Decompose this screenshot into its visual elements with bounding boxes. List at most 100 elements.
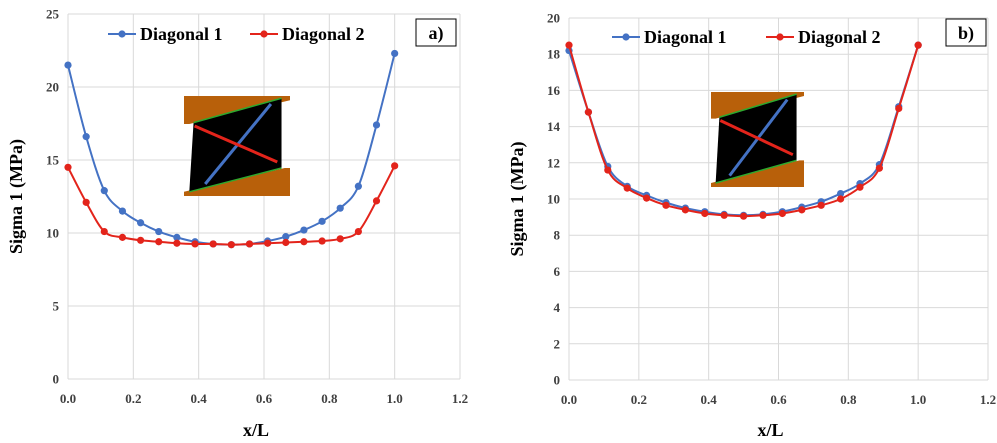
inset-top-edge <box>193 97 282 124</box>
legend-label-series-2: Diagonal 2 <box>282 24 365 44</box>
data-point-series-2 <box>391 162 399 170</box>
y-tick-label: 6 <box>554 264 561 279</box>
data-point-series-2 <box>300 238 308 246</box>
x-tick-label: 0.8 <box>321 391 338 406</box>
data-point-series-1 <box>354 182 362 190</box>
data-point-series-1 <box>318 217 326 225</box>
data-point-series-2 <box>354 227 362 236</box>
data-point-series-2 <box>681 206 689 214</box>
x-tick-label: 1.2 <box>452 391 468 406</box>
y-tick-label: 5 <box>53 299 60 314</box>
inset-bottom-edge <box>189 167 282 193</box>
data-point-series-2 <box>739 212 748 220</box>
y-tick-label: 25 <box>46 7 60 22</box>
data-point-series-2 <box>778 209 786 218</box>
specimen-inset-image <box>184 96 290 196</box>
data-point-series-2 <box>100 227 108 236</box>
x-tick-label: 0.0 <box>60 391 76 406</box>
y-tick-label: 8 <box>554 228 561 243</box>
data-point-series-2 <box>372 197 381 205</box>
legend-label-series-1: Diagonal 1 <box>140 24 223 44</box>
data-point-series-1 <box>372 121 381 129</box>
x-tick-label: 0.8 <box>840 392 857 407</box>
y-axis-label: Sigma 1 (MPa) <box>6 139 27 254</box>
data-point-series-2 <box>584 108 593 116</box>
data-point-series-1 <box>118 207 127 215</box>
data-point-series-2 <box>282 238 290 247</box>
data-point-series-2 <box>701 209 709 218</box>
inset-bottom-block <box>184 168 290 196</box>
x-tick-label: 0.4 <box>191 391 208 406</box>
x-axis-label: x/L <box>757 420 783 440</box>
data-point-series-2 <box>155 238 163 246</box>
inset-diagonal-2 <box>194 124 278 164</box>
data-point-series-1 <box>100 187 108 195</box>
data-point-series-1 <box>64 61 72 69</box>
x-tick-label: 1.0 <box>387 391 403 406</box>
y-axis-label: Sigma 1 (MPa) <box>507 142 528 257</box>
data-point-series-2 <box>565 41 573 49</box>
inset-diagonal-2 <box>719 119 794 157</box>
y-tick-label: 4 <box>554 300 561 315</box>
y-tick-label: 0 <box>554 373 561 388</box>
chart-panel-a: 0 5 10 15 20 25 0.0 0.2 0.4 0.6 0.8 1.0 1.2 x/L Sigma … <box>6 7 468 441</box>
x-tick-label: 0.6 <box>770 392 787 407</box>
chart-panel-b: 0 2 4 6 8 10 12 14 16 18 20 0.0 0.2 0.4 0.6 0.8 1.0 1.2 x/… <box>507 11 996 441</box>
panel-tag: b) <box>958 23 974 44</box>
legend-label-series-2: Diagonal 2 <box>798 27 881 47</box>
legend-marker-series-2 <box>776 33 784 41</box>
x-tick-label: 0.6 <box>256 391 273 406</box>
data-point-series-1 <box>836 189 845 198</box>
data-point-series-2 <box>264 239 272 247</box>
data-point-series-2 <box>245 240 254 248</box>
data-point-series-2 <box>856 183 864 191</box>
x-tick-label: 1.0 <box>910 392 926 407</box>
data-point-series-2 <box>336 235 344 243</box>
data-point-series-2 <box>318 237 326 245</box>
x-tick-label: 0.0 <box>561 392 577 407</box>
y-tick-label: 14 <box>547 119 561 134</box>
y-tick-label: 10 <box>547 192 560 207</box>
data-point-series-1 <box>300 226 308 234</box>
data-point-series-1 <box>336 204 344 212</box>
data-point-series-2 <box>82 198 90 206</box>
data-point-series-1 <box>136 219 145 227</box>
x-tick-label: 0.2 <box>631 392 647 407</box>
y-tick-label: 10 <box>46 226 59 241</box>
data-point-series-2 <box>623 184 631 192</box>
y-tick-label: 2 <box>554 336 561 351</box>
data-point-series-1 <box>173 233 181 241</box>
data-point-series-2 <box>720 211 728 219</box>
legend-label-series-1: Diagonal 1 <box>644 27 727 47</box>
panel-tag-box <box>945 18 987 47</box>
y-tick-label: 0 <box>53 372 60 387</box>
x-axis-label: x/L <box>243 420 269 440</box>
data-point-series-2 <box>836 195 845 203</box>
inset-bottom-block <box>711 160 804 187</box>
data-point-series-2 <box>759 211 767 219</box>
data-point-series-2 <box>798 206 806 214</box>
panel-tag: a) <box>429 23 444 44</box>
legend-marker-series-2 <box>260 30 268 38</box>
data-point-series-2 <box>118 233 127 241</box>
y-tick-label: 18 <box>547 47 561 62</box>
x-tick-label: 0.4 <box>701 392 718 407</box>
inset-bottom-edge <box>715 159 797 184</box>
data-point-series-1 <box>155 227 163 236</box>
y-tick-label: 16 <box>547 83 561 98</box>
data-point-series-2 <box>227 241 235 249</box>
inset-top-edge <box>719 93 797 118</box>
y-tick-label: 20 <box>46 80 59 95</box>
data-point-series-2 <box>895 104 903 113</box>
data-point-series-2 <box>191 240 199 248</box>
specimen-inset-image <box>711 92 804 187</box>
data-point-series-1 <box>282 233 290 241</box>
y-tick-label: 20 <box>547 11 560 26</box>
legend-marker-series-1 <box>118 30 126 38</box>
data-point-series-2 <box>64 163 72 171</box>
data-point-series-2 <box>642 194 651 202</box>
data-point-series-1 <box>391 49 399 58</box>
data-point-series-2 <box>817 201 825 209</box>
data-point-series-1 <box>82 133 90 141</box>
